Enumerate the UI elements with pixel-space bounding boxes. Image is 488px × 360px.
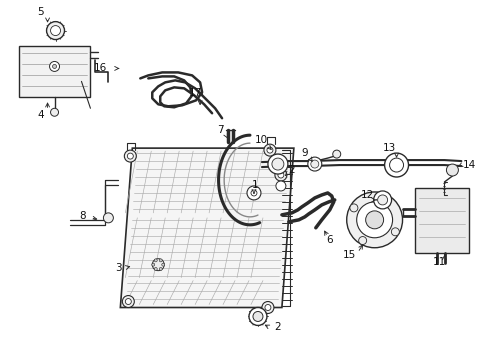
Circle shape	[446, 164, 457, 176]
Text: 5: 5	[37, 6, 44, 17]
Text: 7: 7	[216, 125, 223, 135]
Circle shape	[346, 192, 402, 248]
Circle shape	[365, 211, 383, 229]
Text: 13: 13	[382, 143, 395, 153]
Text: 14: 14	[462, 160, 475, 170]
Circle shape	[277, 172, 284, 178]
Text: 15: 15	[343, 250, 356, 260]
Circle shape	[252, 311, 263, 321]
Circle shape	[271, 158, 284, 170]
Circle shape	[262, 302, 273, 314]
Circle shape	[151, 263, 154, 266]
Text: 9: 9	[301, 148, 307, 158]
Circle shape	[307, 157, 321, 171]
Circle shape	[264, 305, 270, 310]
Circle shape	[52, 64, 57, 68]
Circle shape	[159, 267, 162, 270]
Circle shape	[332, 150, 340, 158]
Polygon shape	[414, 188, 468, 253]
Circle shape	[275, 181, 285, 191]
Circle shape	[159, 259, 162, 262]
Circle shape	[46, 22, 64, 40]
Text: 17: 17	[188, 88, 202, 98]
Text: 8: 8	[79, 211, 85, 221]
Circle shape	[50, 26, 61, 36]
Text: 1: 1	[251, 180, 258, 190]
Circle shape	[373, 191, 391, 209]
Circle shape	[390, 228, 399, 236]
Text: 3: 3	[115, 263, 122, 273]
Circle shape	[103, 213, 113, 223]
Circle shape	[377, 195, 387, 205]
Text: 6: 6	[326, 235, 332, 245]
Circle shape	[152, 259, 164, 271]
Circle shape	[49, 62, 60, 71]
Circle shape	[248, 307, 266, 325]
Circle shape	[124, 150, 136, 162]
Text: 2: 2	[288, 165, 295, 175]
Circle shape	[310, 160, 318, 168]
Polygon shape	[120, 148, 293, 307]
Text: 12: 12	[360, 190, 373, 200]
Circle shape	[246, 186, 261, 200]
Circle shape	[127, 153, 133, 159]
Circle shape	[266, 147, 272, 153]
Circle shape	[154, 259, 157, 262]
Circle shape	[358, 237, 366, 244]
Circle shape	[154, 267, 157, 270]
Circle shape	[122, 296, 134, 307]
Circle shape	[382, 195, 390, 203]
Text: 11: 11	[432, 257, 445, 267]
Circle shape	[267, 154, 287, 174]
Polygon shape	[19, 45, 90, 97]
Circle shape	[50, 108, 59, 116]
Circle shape	[384, 153, 407, 177]
Circle shape	[125, 298, 131, 305]
Circle shape	[356, 202, 392, 238]
Circle shape	[162, 263, 164, 266]
Circle shape	[250, 190, 256, 196]
Text: 2: 2	[274, 323, 281, 332]
Text: 10: 10	[254, 135, 267, 145]
Circle shape	[389, 158, 403, 172]
Circle shape	[264, 144, 275, 156]
Circle shape	[274, 169, 286, 181]
Text: 4: 4	[37, 110, 44, 120]
Circle shape	[349, 204, 357, 212]
Text: 16: 16	[94, 63, 107, 73]
